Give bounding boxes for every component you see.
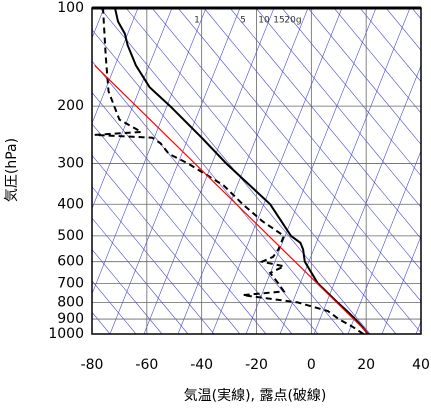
- x-tick-label: -20: [245, 357, 268, 373]
- x-tick-label: 40: [412, 357, 430, 373]
- mixing-ratio-label: 10: [258, 16, 270, 26]
- adiabat-line: [177, 8, 421, 302]
- isotherm-line: [92, 8, 173, 210]
- profile-line: [114, 8, 369, 334]
- grid: [91, 7, 422, 335]
- adiabat-line: [92, 123, 267, 334]
- adiabat-line: [359, 8, 421, 83]
- mixing-ratio-label: 15: [273, 16, 284, 26]
- x-axis-title: 気温(実線), 露点(破線): [184, 388, 327, 404]
- isotherm-line: [92, 8, 207, 295]
- x-tick-label: -60: [135, 357, 158, 373]
- isotherm-line: [347, 150, 421, 334]
- adiabat-line: [307, 8, 421, 145]
- y-tick-label: 300: [57, 156, 84, 172]
- adiabat-line: [92, 217, 189, 334]
- adiabat-line: [125, 8, 397, 334]
- isotherm-line: [313, 64, 421, 334]
- profiles: [94, 8, 370, 334]
- adiabat-line: [281, 8, 421, 177]
- adiabat-line: [92, 92, 293, 334]
- isotherm-line: [92, 8, 139, 125]
- isotherm-line: [211, 8, 343, 334]
- adiabat-line: [92, 186, 215, 334]
- y-tick-label: 700: [57, 276, 84, 292]
- isotherm-line: [143, 8, 275, 334]
- y-tick-label: 200: [57, 98, 84, 114]
- adiabat-line: [203, 8, 421, 271]
- isotherm-line: [109, 8, 241, 334]
- isotherm-line: [381, 235, 421, 334]
- x-tick-label: -40: [190, 357, 213, 373]
- y-tick-label: 100: [57, 0, 84, 16]
- profile-line: [94, 64, 370, 334]
- profile-line: [94, 8, 364, 334]
- isotherm-line: [415, 320, 421, 334]
- x-tick-label: -80: [81, 357, 104, 373]
- mixing-ratio-label: 1: [194, 16, 200, 26]
- adiabat-line: [92, 60, 319, 334]
- y-tick-label: 800: [57, 294, 84, 310]
- y-axis-title: 気圧(hPa): [4, 138, 20, 202]
- isotherm-line: [279, 8, 411, 334]
- adiabat-line: [151, 8, 421, 334]
- adiabat-line: [92, 154, 241, 334]
- adiabat-line: [333, 8, 421, 114]
- mixing-ratio-label: 20g: [284, 16, 301, 26]
- mixing-ratio-labels: 1 5 10 15 20g: [194, 16, 301, 26]
- adiabat-line: [255, 8, 421, 208]
- y-tick-label: 600: [57, 254, 84, 270]
- mixing-ratio-label: 5: [240, 16, 246, 26]
- adiabat-line: [92, 249, 163, 334]
- x-tick-label: 0: [307, 357, 316, 373]
- adiabat-line: [229, 8, 421, 240]
- y-tick-label: 400: [57, 196, 84, 212]
- y-tick-label: 1000: [48, 326, 84, 342]
- adiabat-line: [385, 8, 421, 51]
- y-tick-label: 900: [57, 311, 84, 327]
- x-tick-label: 20: [357, 357, 375, 373]
- y-tick-label: 500: [57, 228, 84, 244]
- isotherm-line: [177, 8, 309, 334]
